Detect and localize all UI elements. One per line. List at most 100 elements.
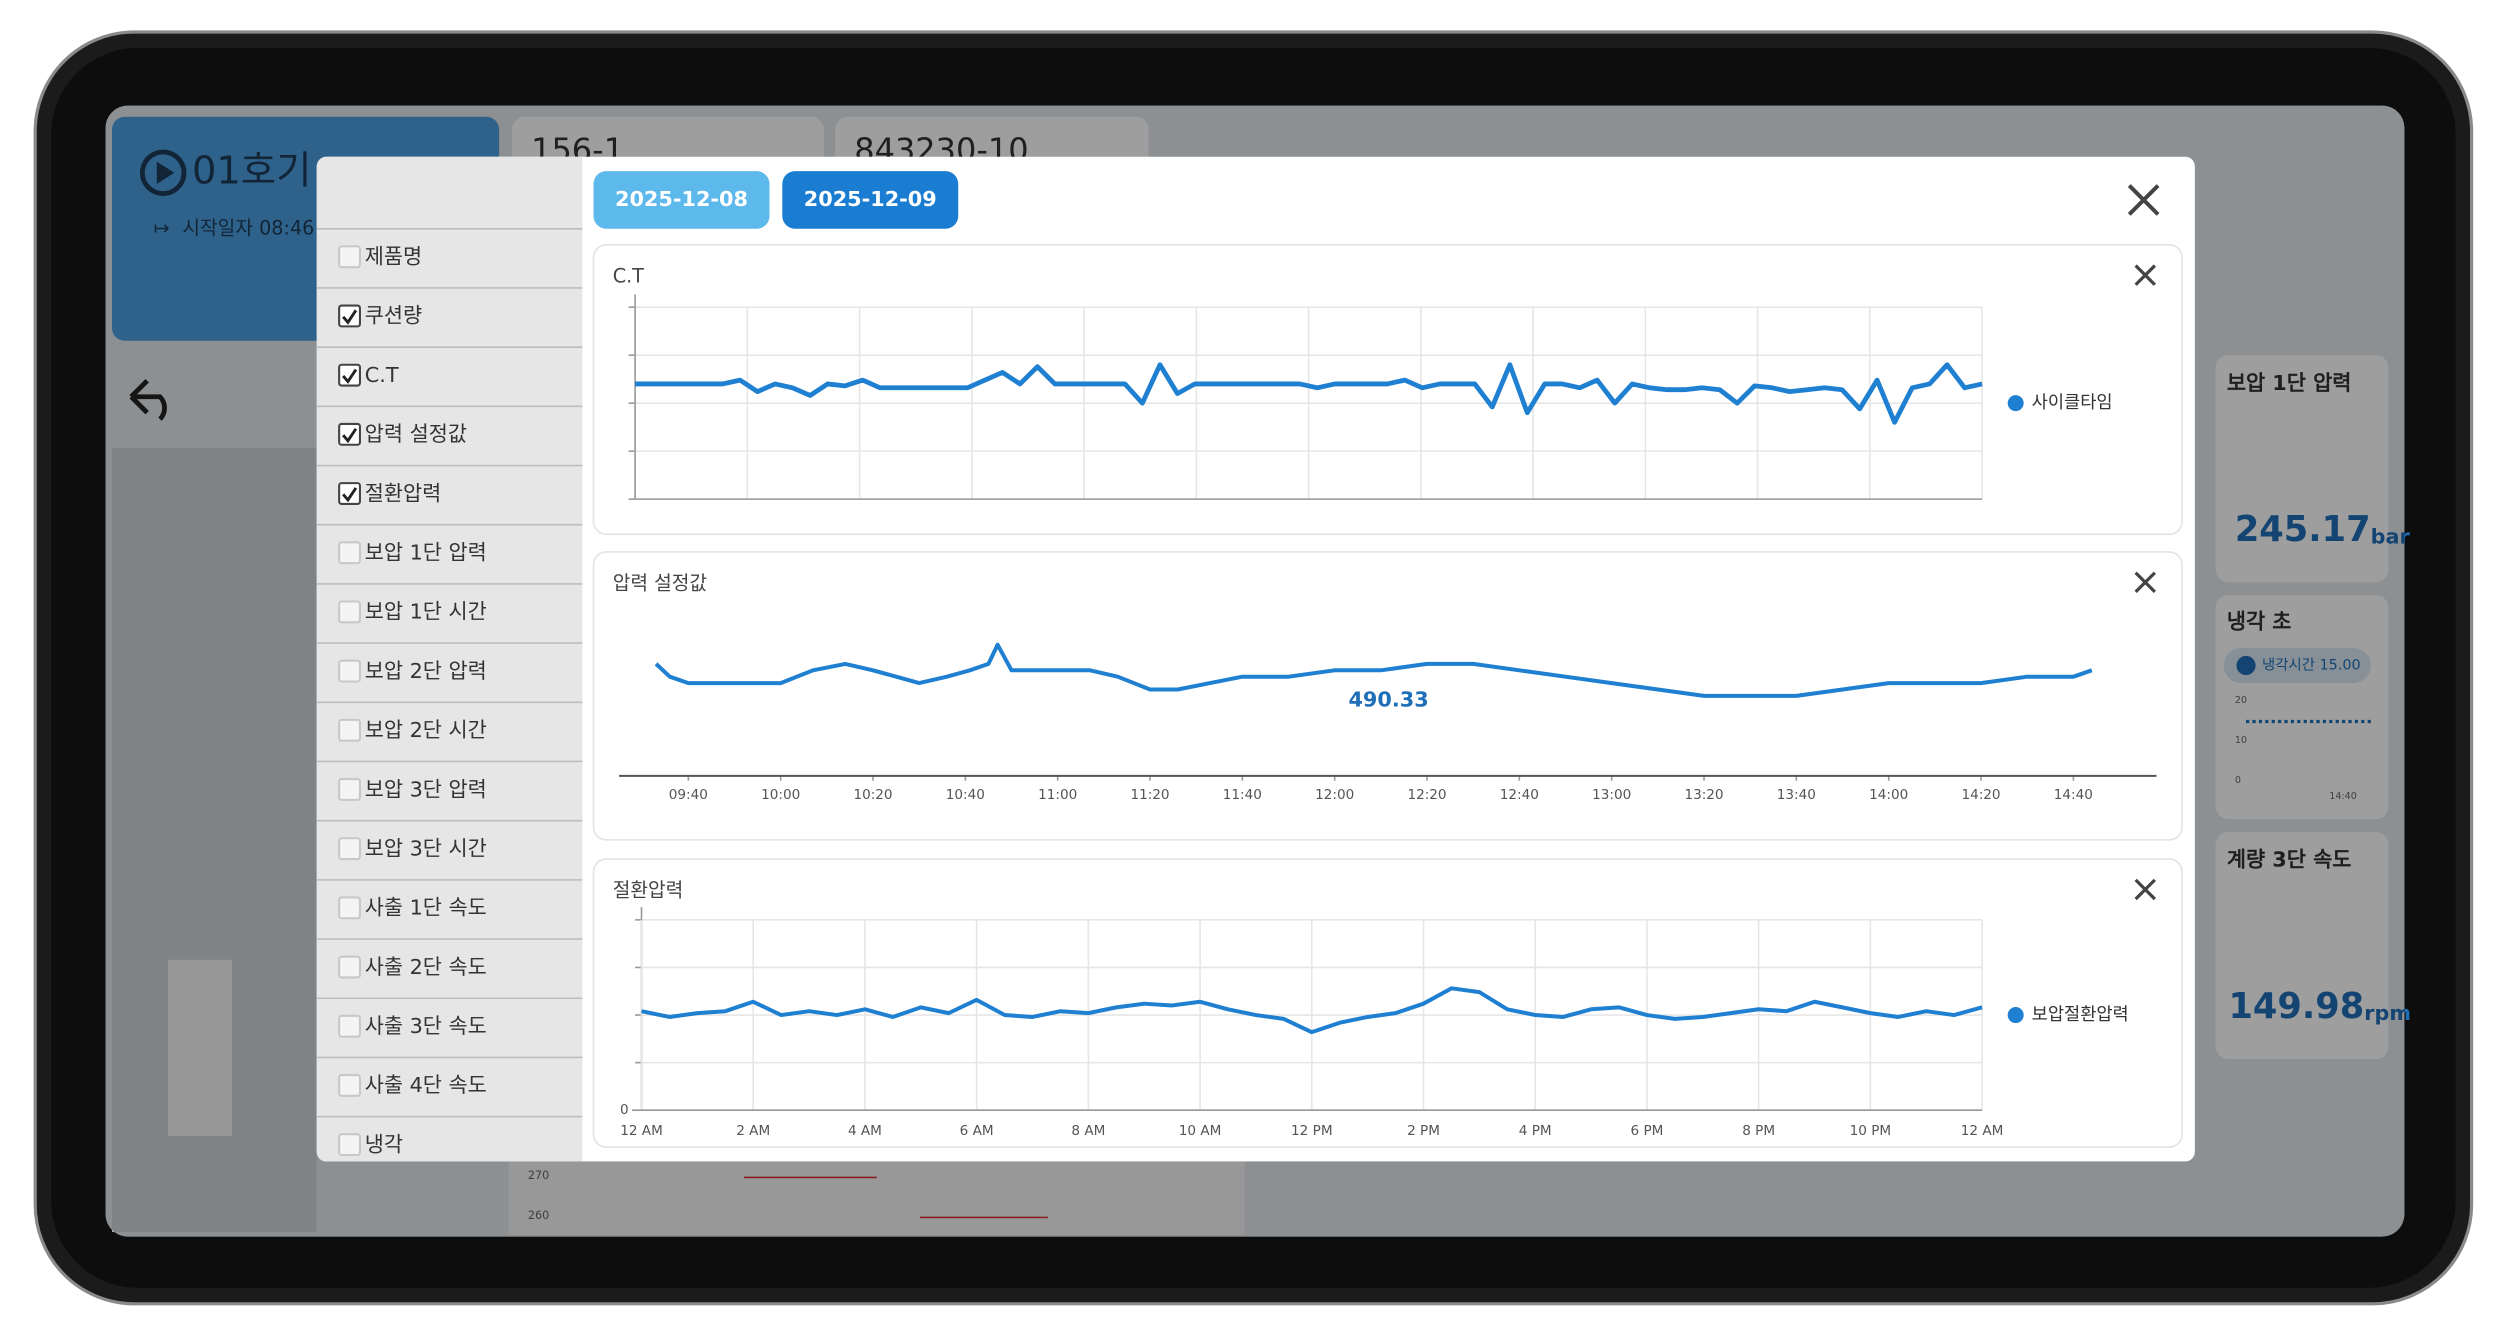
unit: rpm (2364, 1001, 2411, 1025)
mini-tick: 10 (2235, 735, 2247, 746)
checkbox-label[interactable]: 사출 2단 속도 (365, 955, 487, 979)
checkbox-label[interactable]: 사출 1단 속도 (365, 896, 487, 920)
x-tick-label: 2 AM (736, 1123, 770, 1139)
checkbox-label[interactable]: 사출 3단 속도 (365, 1014, 487, 1038)
x-tick-label: 11:20 (1130, 787, 1169, 803)
right-card (2215, 831, 2389, 1060)
date-label[interactable]: 2025-12-08 (615, 187, 748, 211)
card-title: 냉각 초 (2227, 609, 2292, 633)
back-icon[interactable] (129, 379, 167, 421)
checkbox-label[interactable]: 보압 1단 시간 (365, 600, 487, 624)
checkbox-label[interactable]: C.T (365, 363, 399, 387)
checkbox[interactable] (338, 600, 361, 624)
checkmark (342, 368, 358, 384)
checkmark (342, 487, 358, 503)
x-tick-label: 10 AM (1179, 1123, 1222, 1139)
x-tick-label: 6 PM (1631, 1123, 1664, 1139)
chart-card (592, 243, 2183, 536)
checkbox-label[interactable]: 제품명 (365, 245, 422, 269)
bg-chart (508, 1161, 1245, 1236)
checkbox-label[interactable]: 보압 3단 압력 (365, 777, 487, 801)
x-tick-label: 11:40 (1223, 787, 1262, 803)
checkmark (342, 427, 358, 444)
value: 245.17 (2235, 509, 2371, 550)
checkbox-label[interactable]: 보압 2단 시간 (365, 718, 487, 742)
x-tick-label: 10:20 (853, 787, 892, 803)
checkbox-label[interactable]: 보압 3단 시간 (365, 836, 487, 860)
chart-close[interactable] (2134, 571, 2156, 594)
checkbox[interactable] (338, 659, 361, 683)
checkbox[interactable] (338, 422, 361, 446)
x-tick-label: 12:00 (1315, 787, 1354, 803)
card-title: 보압 1단 압력 (2227, 371, 2352, 395)
checkbox-label[interactable]: 쿠션량 (365, 304, 422, 328)
checkbox[interactable] (338, 778, 361, 801)
x-tick-label: 6 AM (960, 1123, 994, 1139)
checkbox[interactable] (338, 363, 361, 387)
sidebar (316, 156, 583, 1162)
x-tick-label: 09:40 (669, 787, 708, 803)
machine-name: 01호기 (192, 148, 311, 193)
badge-text: 냉각시간 15.00 (2262, 657, 2361, 674)
checkbox-label[interactable]: 압력 설정값 (365, 422, 467, 446)
machine-image (167, 959, 232, 1136)
checkbox[interactable] (338, 896, 361, 920)
checkbox[interactable] (338, 955, 361, 979)
bg-tick: 260 (528, 1209, 549, 1222)
chart-title: 절환압력 (613, 879, 684, 902)
mini-tick: 14:40 (2329, 791, 2357, 802)
mini-tick: 20 (2235, 695, 2247, 706)
x-tick-label: 12:20 (1407, 787, 1446, 803)
close-button[interactable] (2127, 184, 2160, 216)
chart-card (592, 551, 2183, 841)
date-tab[interactable] (782, 171, 959, 229)
value: 149.98 (2228, 986, 2364, 1027)
series-line (635, 362, 1983, 425)
checkbox-label[interactable]: 사출 4단 속도 (365, 1073, 487, 1097)
checkbox[interactable] (338, 1073, 361, 1097)
checkbox[interactable] (338, 1014, 361, 1038)
checkbox-label[interactable]: 냉각 (365, 1132, 403, 1156)
bg-tick: 270 (528, 1169, 549, 1182)
chart-close[interactable] (2134, 264, 2156, 286)
checkbox[interactable] (338, 837, 361, 861)
x-tick-label: 8 AM (1071, 1123, 1105, 1139)
series-line (641, 986, 1983, 1035)
x-tick-label: 11:00 (1038, 787, 1077, 803)
checkbox-label[interactable]: 절환압력 (365, 481, 441, 505)
checkbox[interactable] (338, 482, 361, 505)
checkbox-label[interactable]: 보압 1단 압력 (365, 541, 487, 565)
y-tick-label: 0 (620, 1102, 629, 1118)
play-icon (139, 149, 187, 196)
card-value: 245.17bar (2235, 509, 2411, 550)
checkbox[interactable] (338, 718, 361, 742)
chart-card (592, 858, 2183, 1148)
series-line (654, 642, 2093, 698)
legend-marker (2007, 1007, 2024, 1024)
x-tick-label: 13:40 (1777, 787, 1816, 803)
unit: bar (2371, 525, 2411, 549)
x-tick-label: 14:40 (2054, 787, 2093, 803)
legend-marker (2007, 395, 2024, 412)
date-label[interactable]: 2025-12-09 (804, 187, 937, 211)
x-tick-label: 12 PM (1291, 1123, 1332, 1139)
x-tick-label: 14:20 (1961, 787, 2000, 803)
checkbox[interactable] (338, 245, 361, 269)
checkbox[interactable] (338, 304, 361, 328)
badge (2223, 647, 2371, 684)
x-tick-label: 8 PM (1742, 1123, 1775, 1139)
checkbox[interactable] (338, 541, 361, 565)
checkbox-label[interactable]: 보압 2단 압력 (365, 659, 487, 683)
chart-close[interactable] (2134, 878, 2156, 901)
legend-label: 사이클타임 (2032, 393, 2113, 413)
card-title: 계량 3단 속도 (2227, 848, 2352, 872)
x-tick-label: 4 PM (1519, 1123, 1552, 1139)
checkbox[interactable] (338, 1133, 361, 1157)
date-tab[interactable] (593, 171, 770, 229)
start-time: 시작일자 08:46 (182, 216, 314, 239)
card-value: 149.98rpm (2228, 986, 2411, 1027)
